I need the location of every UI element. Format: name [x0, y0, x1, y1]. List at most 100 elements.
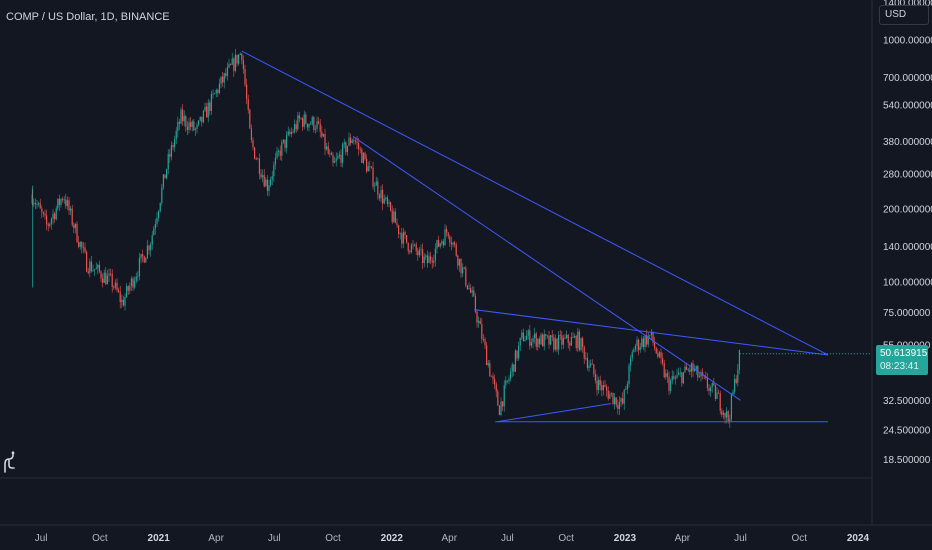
candle-body: [169, 154, 171, 157]
candle-body: [306, 123, 309, 128]
candle-body: [527, 330, 529, 336]
candle-body: [479, 320, 481, 325]
candle-body: [105, 272, 107, 285]
candle-body: [588, 365, 590, 368]
candle-body: [570, 337, 573, 346]
candle-body: [508, 378, 510, 381]
candle-body: [292, 131, 294, 133]
candle-body: [391, 210, 393, 222]
candle-body: [159, 202, 161, 212]
candle-body: [370, 166, 373, 168]
candle-body: [78, 242, 80, 247]
candle-body: [398, 225, 400, 235]
price-tick-label: 140.000000: [883, 242, 932, 253]
symbol-title[interactable]: COMP / US Dollar, 1D, BINANCE: [6, 11, 170, 23]
candle-body: [556, 338, 558, 350]
candle-body: [338, 154, 341, 157]
candle-body: [586, 357, 589, 368]
candle-body: [226, 67, 229, 76]
candle-body: [164, 174, 166, 179]
candle-body: [673, 376, 675, 379]
candle-body: [266, 179, 269, 191]
candle-body: [462, 267, 464, 274]
candle-body: [650, 331, 653, 336]
candle-body: [167, 154, 169, 170]
candle-body: [198, 120, 200, 125]
candle-body: [52, 213, 54, 219]
candle-body: [47, 224, 49, 226]
candle-body: [114, 282, 117, 288]
candle-body: [681, 372, 683, 384]
candle-body: [172, 145, 174, 148]
candle-body: [193, 121, 195, 131]
candle-body: [679, 372, 681, 374]
candle-body: [281, 142, 283, 156]
candle-body: [177, 121, 179, 131]
candle-body: [174, 139, 176, 148]
time-tick-label: Oct: [92, 533, 108, 544]
candle-body: [458, 258, 461, 266]
candle-body: [495, 384, 497, 392]
candle-body: [130, 278, 133, 286]
candle-body: [738, 349, 741, 370]
candle-body: [111, 273, 113, 287]
candle-body: [260, 173, 262, 178]
candle-body: [422, 249, 424, 264]
candle-body: [246, 84, 248, 100]
candle-body: [41, 208, 43, 213]
trendline: [497, 403, 611, 423]
candle-body: [33, 202, 35, 204]
candle-body: [450, 242, 453, 245]
candle-body: [561, 335, 563, 345]
candle-body: [668, 376, 670, 391]
candle-body: [215, 89, 217, 94]
candle-body: [87, 271, 89, 273]
time-tick-label: 2023: [614, 533, 637, 544]
candle-body: [65, 199, 67, 206]
candle-body: [118, 290, 120, 292]
candle-body: [457, 255, 459, 266]
candle-body: [593, 364, 595, 374]
candle-body: [618, 401, 621, 409]
candle-body: [79, 242, 81, 247]
candle-body: [57, 198, 59, 209]
candle-body: [126, 286, 128, 297]
candle-body: [625, 389, 627, 390]
candle-body: [647, 335, 649, 345]
candle-body: [583, 346, 585, 359]
candle-body: [156, 217, 158, 224]
candle-body: [98, 264, 101, 272]
candle-body: [68, 200, 70, 211]
candle-body: [217, 89, 219, 93]
candle-body: [161, 187, 163, 203]
price-tick-label: 200.000000: [883, 205, 932, 216]
candle-body: [358, 143, 360, 150]
candle-body: [233, 58, 235, 71]
candle-body: [649, 335, 651, 336]
candle-body: [404, 232, 406, 236]
candle-body: [518, 345, 520, 359]
candle-body: [206, 106, 208, 118]
time-tick-label: 2022: [381, 533, 404, 544]
candle-body: [498, 405, 501, 415]
candle-body: [377, 181, 379, 195]
candle-body: [671, 376, 673, 381]
candle-body: [242, 60, 245, 70]
tradingview-logo-icon[interactable]: [2, 450, 16, 474]
candle-body: [463, 267, 465, 269]
candle-body: [516, 350, 518, 359]
candle-body: [406, 235, 408, 243]
candle-body: [143, 256, 145, 263]
candle-body: [145, 257, 147, 263]
candle-body: [231, 58, 233, 65]
candle-body: [546, 335, 549, 337]
candle-body: [270, 179, 272, 186]
candle-body: [734, 378, 736, 392]
time-tick-label: Apr: [208, 533, 224, 544]
candle-body: [369, 166, 371, 168]
candle-body: [639, 346, 641, 351]
candle-body: [578, 331, 581, 351]
candle-body: [642, 338, 645, 348]
currency-button[interactable]: USD: [879, 5, 929, 25]
